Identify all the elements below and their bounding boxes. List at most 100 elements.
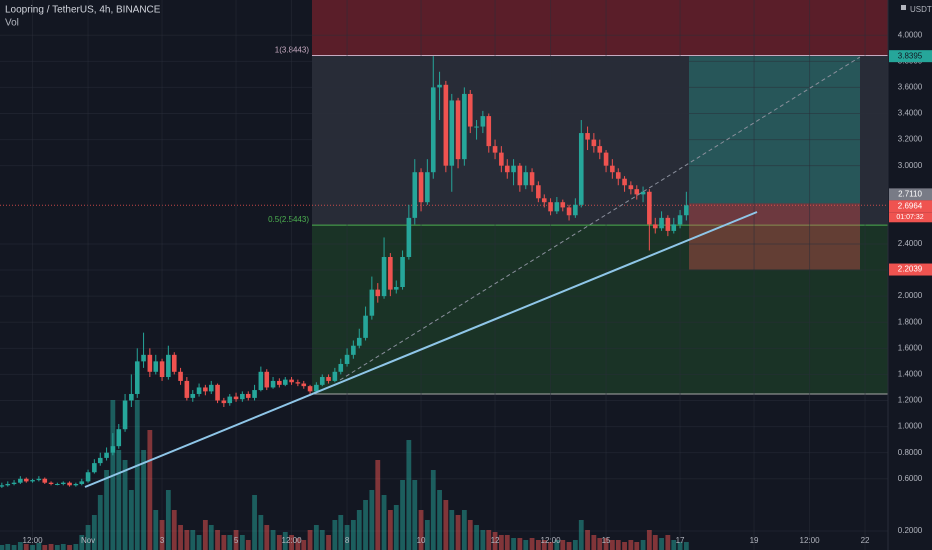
candle-body <box>628 185 634 190</box>
volume-bar <box>17 542 23 550</box>
last-price-label-box <box>889 200 932 213</box>
volume-bar <box>443 500 449 550</box>
volume-bar <box>338 515 344 550</box>
candle-body <box>36 478 42 481</box>
candle-body <box>610 165 615 173</box>
candle-body <box>659 217 664 229</box>
candle-body <box>455 100 461 160</box>
candle-body <box>307 386 313 392</box>
volume-bar <box>30 545 35 550</box>
volume-bar <box>245 540 251 550</box>
volume-bar <box>313 525 319 550</box>
volume-bar <box>233 530 239 550</box>
volume-bar <box>381 495 387 550</box>
volume-bar <box>23 544 29 550</box>
candle-body <box>221 400 227 404</box>
candle-body <box>252 390 257 398</box>
volume-bar <box>282 532 288 550</box>
chart-title: Loopring / TetherUS, 4h, BINANCE <box>5 5 161 16</box>
volume-bar <box>369 490 375 550</box>
last-price-label: 2.6964 <box>898 201 923 210</box>
volume-bar <box>190 530 196 550</box>
volume-bar <box>554 540 560 550</box>
candle-body <box>578 133 584 205</box>
candle-body <box>677 215 683 225</box>
y-tick-label: 0.8000 <box>898 448 923 457</box>
volume-bar <box>467 520 473 550</box>
volume-bar <box>659 538 664 550</box>
candle-body <box>523 172 529 186</box>
volume-bar <box>301 540 307 550</box>
candle-body <box>92 463 97 473</box>
y-tick-label: 1.4000 <box>898 370 923 379</box>
volume-bar <box>572 540 578 550</box>
volume-bar <box>307 530 313 550</box>
volume-bar <box>344 525 350 550</box>
candle-body <box>67 482 72 486</box>
countdown: 01:07:32 <box>896 214 923 221</box>
candle-body <box>196 387 202 394</box>
candle-body <box>388 256 393 290</box>
candle-body <box>159 361 165 378</box>
candle-body <box>344 354 350 364</box>
candle-body <box>603 152 609 166</box>
candle-body <box>499 152 504 166</box>
candle-body <box>412 172 418 218</box>
volume-bar <box>91 515 97 550</box>
candle-body <box>443 84 449 166</box>
volume-bar <box>104 470 109 550</box>
countdown-box <box>889 212 932 223</box>
stop-zone <box>689 203 860 270</box>
candle-body <box>55 483 60 485</box>
candle-body <box>97 457 103 464</box>
volume-bar <box>350 520 356 550</box>
candle-body <box>560 202 566 208</box>
volume-bar <box>634 542 640 550</box>
volume-bar <box>535 540 541 550</box>
candle-body <box>104 452 109 458</box>
candle-body <box>184 380 190 398</box>
entry-label: 2.7110 <box>898 189 922 198</box>
volume-bar <box>461 510 467 550</box>
candle-body <box>449 100 455 166</box>
candle-body <box>314 384 319 392</box>
candle-body <box>233 396 239 400</box>
volume-bar <box>67 545 72 550</box>
volume-bar <box>258 515 264 550</box>
x-tick-label: 3 <box>160 536 165 545</box>
candle-body <box>486 116 492 147</box>
volume-bar <box>387 510 393 550</box>
volume-bar <box>48 544 54 550</box>
volume-bar <box>5 544 11 550</box>
volume-bar <box>85 525 91 550</box>
candle-body <box>652 224 658 229</box>
lock-icon <box>901 5 906 10</box>
volume-bar <box>332 520 338 550</box>
candle-body <box>548 202 553 212</box>
y-tick-label: 4.0000 <box>898 30 923 39</box>
candle-body <box>11 482 17 484</box>
candle-body <box>381 256 387 297</box>
candle-body <box>474 126 479 128</box>
volume-bar <box>252 495 257 550</box>
x-tick-label: 5 <box>234 536 239 545</box>
x-tick-label: 10 <box>417 536 426 545</box>
volume-bar <box>566 542 572 550</box>
volume-bar <box>264 525 270 550</box>
volume-bar <box>363 500 368 550</box>
candle-body <box>356 337 362 346</box>
x-tick-label: 19 <box>750 536 759 545</box>
volume-bar <box>36 543 42 550</box>
x-tick-label: 22 <box>861 536 870 545</box>
volume-bar <box>424 520 430 550</box>
candle-body <box>23 478 29 482</box>
candle-body <box>597 146 603 153</box>
candle-body <box>0 485 5 487</box>
candle-body <box>573 204 578 216</box>
candle-body <box>203 387 208 392</box>
candle-body <box>338 363 344 372</box>
volume-bar <box>400 480 405 550</box>
volume-bar <box>517 538 523 550</box>
volume-bar <box>227 535 233 550</box>
volume-bar <box>116 450 122 550</box>
